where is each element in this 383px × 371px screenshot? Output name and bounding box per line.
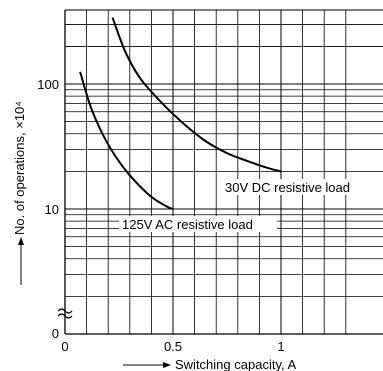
series-line-30v-dc xyxy=(111,17,282,173)
plot-frame xyxy=(64,9,383,335)
series-label-30v-dc: 30V DC resistive load xyxy=(225,180,350,195)
y-tick-label: 10 xyxy=(45,202,59,217)
y-axis-label: No. of operations, ×10⁴ xyxy=(12,101,27,235)
y-tick-label: 100 xyxy=(37,77,59,92)
series-label-background xyxy=(222,179,380,195)
series-labels: 30V DC resistive load 125V AC resistive l… xyxy=(119,179,380,232)
x-axis-title: Switching capacity, A xyxy=(123,357,296,371)
y-tick-label: 0 xyxy=(52,326,59,341)
x-axis-label: Switching capacity, A xyxy=(175,357,296,371)
x-axis-arrowhead xyxy=(163,362,171,368)
y-axis-title: No. of operations, ×10⁴ xyxy=(12,101,27,285)
x-tick-label: 0 xyxy=(61,339,68,354)
series-line-125v-ac xyxy=(79,71,174,210)
y-axis-arrowhead xyxy=(18,237,24,245)
series-layer xyxy=(79,17,282,210)
series-label-125v-ac: 125V AC resistive load xyxy=(122,217,253,232)
x-tick-label: 0.5 xyxy=(164,339,182,354)
x-tick-label: 1 xyxy=(277,339,284,354)
series-label-background xyxy=(119,216,277,232)
grid-layer xyxy=(65,10,383,335)
